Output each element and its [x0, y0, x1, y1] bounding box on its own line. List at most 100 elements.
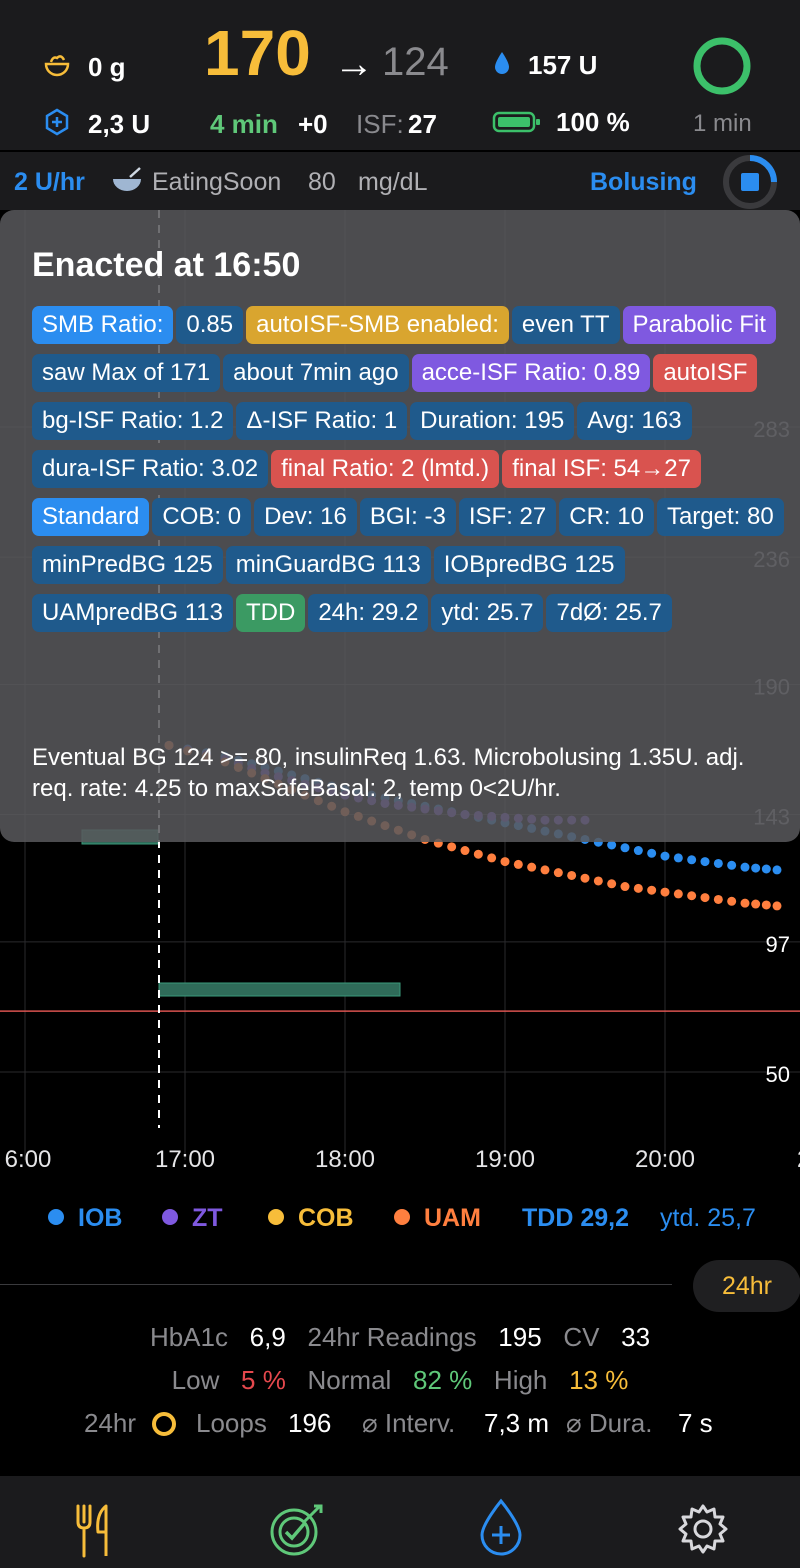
range-button[interactable]: 24hr: [693, 1260, 800, 1312]
reason-tag: Avg: 163: [577, 402, 692, 440]
loops-ring-icon: [150, 1410, 178, 1445]
duration-value: 7 s: [678, 1408, 713, 1438]
fork-knife-icon: [76, 1504, 108, 1558]
status-bar: 2 U/hr EatingSoon 80 mg/dL Bolusing: [0, 152, 800, 210]
prediction-point-iob: [660, 851, 670, 861]
prediction-point-uam: [740, 898, 750, 908]
prediction-point-uam: [633, 883, 643, 893]
bg-delta: +0: [298, 109, 328, 139]
isf-label: ISF:: [356, 109, 404, 139]
legend-tdd: TDD 29,2: [522, 1204, 629, 1232]
chart-legend: IOB ZT COB UAM TDD 29,2 ytd. 25,7: [0, 1196, 800, 1244]
reason-tag: ytd: 25.7: [431, 594, 544, 632]
target-icon: [270, 1504, 323, 1556]
loops-label: Loops: [196, 1408, 267, 1438]
eventual-bg: 124: [382, 40, 449, 84]
prediction-point-uam: [607, 879, 617, 889]
bolus-progress-stop-icon[interactable]: [722, 154, 778, 215]
prediction-point-iob: [673, 853, 683, 863]
prediction-point-uam: [751, 899, 761, 909]
iob-value: 2,3 U: [88, 109, 151, 139]
reason-tag: final ISF: 54→27: [502, 450, 701, 488]
prediction-point-iob: [751, 863, 761, 873]
legend-zt[interactable]: ZT: [162, 1204, 223, 1233]
enacted-popup[interactable]: Enacted at 16:50 SMB Ratio: 0.85 autoISF-S…: [0, 210, 800, 842]
legend-uam[interactable]: UAM: [394, 1204, 481, 1233]
x-tick-label: 20:00: [635, 1146, 695, 1173]
reason-tag: Parabolic Fit: [622, 306, 776, 344]
prediction-point-iob: [761, 864, 771, 874]
basal-rate[interactable]: 2 U/hr: [14, 168, 85, 196]
reason-tag: CR: 10: [559, 498, 654, 536]
tab-targets[interactable]: [268, 1502, 328, 1563]
legend-iob[interactable]: IOB: [48, 1204, 122, 1233]
reason-tag: Duration: 195: [410, 402, 575, 440]
reason-tag: minPredBG 125: [32, 546, 223, 584]
prediction-point-uam: [500, 857, 510, 867]
isf-value: 27: [408, 109, 437, 139]
prediction-point-uam: [620, 882, 630, 892]
prediction-point-uam: [527, 862, 537, 872]
prediction-point-uam: [580, 873, 590, 883]
y-tick-label: 97: [766, 932, 790, 957]
prediction-point-uam: [761, 900, 771, 910]
x-tick-label: 17:00: [155, 1146, 215, 1173]
tab-bolus[interactable]: [478, 1498, 524, 1561]
reservoir-value: 157 U: [528, 50, 598, 80]
battery-icon: [492, 110, 542, 139]
prediction-point-uam: [700, 893, 710, 903]
reason-tag: saw Max of 171: [32, 354, 221, 392]
reason-tags: SMB Ratio: 0.85 autoISF-SMB enabled: even T…: [32, 306, 792, 642]
reason-tag: bg-ISF Ratio: 1.2: [32, 402, 234, 440]
x-tick-label: 6:00: [5, 1146, 52, 1173]
tab-carbs[interactable]: [72, 1504, 116, 1563]
reason-tag: Target: 80: [656, 498, 784, 536]
minutes-ago: 4 min: [210, 109, 278, 139]
prediction-point-iob: [772, 865, 782, 875]
cob-dot-icon: [268, 1209, 284, 1226]
popup-reason: Eventual BG 124 >= 80, insulinReq 1.63. …: [32, 744, 745, 802]
x-tick-label: 2: [797, 1146, 800, 1173]
bg-value[interactable]: 170: [204, 17, 311, 89]
prediction-point-uam: [647, 885, 657, 895]
normal-label: Normal: [307, 1365, 392, 1395]
reason-tag: final Ratio: 2 (lmtd.): [271, 450, 500, 488]
stats-row-3: 24hr Loops 196 ⌀ Interv. 7,3 m ⌀ Dura. 7…: [0, 1406, 800, 1442]
loops-value: 196: [288, 1408, 332, 1438]
loop-ago: 1 min: [693, 110, 752, 137]
iob-dot-icon: [48, 1209, 64, 1226]
reason-tag: COB: 0: [152, 498, 252, 536]
legend-cob[interactable]: COB: [268, 1204, 354, 1233]
reason-tag: Δ-ISF Ratio: 1: [236, 402, 408, 440]
low-label: Low: [171, 1365, 220, 1395]
prediction-point-uam: [660, 887, 670, 897]
reservoir-icon: [492, 50, 512, 81]
prediction-point-uam: [713, 894, 723, 904]
prediction-point-iob: [687, 855, 697, 865]
prediction-point-iob: [740, 862, 750, 872]
reason-tag: ISF: 27: [458, 498, 557, 536]
loop-status-ring[interactable]: [692, 36, 752, 101]
reason-tag: even TT: [511, 306, 620, 344]
prediction-point-uam: [687, 891, 697, 901]
normal-value: 82 %: [412, 1365, 473, 1395]
duration-label: ⌀ Dura.: [566, 1408, 653, 1438]
reason-tag: 0.85: [176, 306, 244, 344]
popup-title: Enacted at 16:50: [32, 246, 301, 284]
zt-dot-icon: [162, 1209, 178, 1226]
prediction-point-uam: [447, 842, 457, 852]
loops-period: 24hr: [84, 1408, 137, 1438]
target-name[interactable]: EatingSoon: [152, 168, 282, 196]
stats-row-2: Low 5 % Normal 82 % High 13 %: [0, 1365, 800, 1396]
trend-arrow: →: [334, 42, 374, 86]
reason-tag: autoISF-SMB enabled:: [246, 306, 509, 344]
reason-tag: about 7min ago: [223, 354, 409, 392]
prediction-point-iob: [727, 860, 737, 870]
reason-tag: IOBpredBG 125: [433, 546, 625, 584]
prediction-point-uam: [772, 901, 782, 911]
reason-tag: acce-ISF Ratio: 0.89: [411, 354, 651, 392]
stats-divider: [0, 1284, 672, 1285]
tab-settings[interactable]: [676, 1502, 730, 1561]
uam-dot-icon: [394, 1209, 410, 1226]
prediction-point-iob: [620, 843, 630, 853]
